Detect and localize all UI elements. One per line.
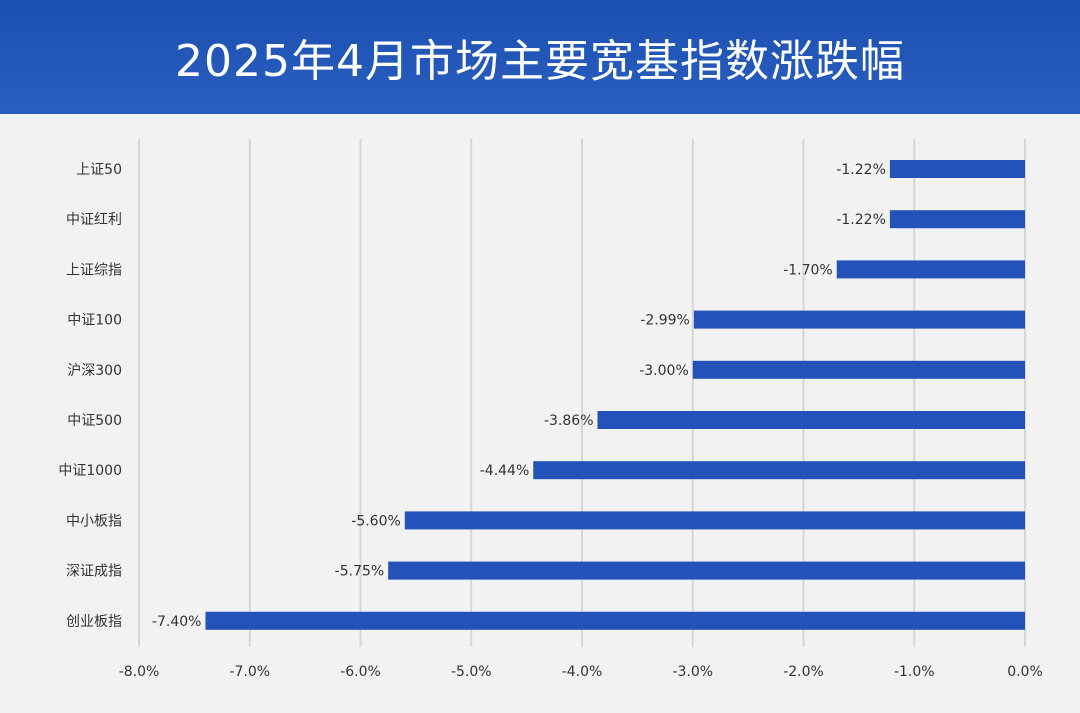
- value-label: -3.86%: [544, 413, 594, 429]
- category-label: 中证100: [67, 313, 122, 329]
- category-label: 中小板指: [66, 513, 122, 529]
- bar: [836, 260, 1025, 279]
- bars: [205, 160, 1025, 630]
- grid-lines: [138, 139, 1026, 647]
- x-tick-label: -5.0%: [451, 664, 492, 680]
- bar: [205, 611, 1025, 630]
- category-label: 创业板指: [66, 614, 122, 630]
- value-label: -5.75%: [335, 564, 385, 580]
- value-label: -1.22%: [836, 162, 886, 178]
- value-label: -7.40%: [152, 614, 202, 630]
- bar: [388, 561, 1025, 580]
- value-label: -1.70%: [783, 262, 833, 278]
- category-label: 深证成指: [66, 564, 122, 580]
- value-labels: -1.22% -1.22% -1.70% -2.99% -3.00% -3.86% -4.4…: [152, 162, 886, 630]
- x-tick-label: -2.0%: [783, 664, 824, 680]
- category-label: 上证综指: [66, 262, 122, 278]
- x-tick-label: -1.0%: [894, 664, 935, 680]
- bar: [597, 411, 1025, 429]
- category-label: 沪深300: [67, 363, 122, 379]
- bar: [404, 511, 1025, 530]
- x-tick-label: -3.0%: [672, 664, 713, 680]
- category-label: 中证红利: [66, 212, 122, 228]
- value-label: -3.00%: [639, 363, 689, 379]
- bar: [889, 160, 1025, 178]
- x-tick-label: -4.0%: [562, 664, 603, 680]
- value-label: -1.22%: [836, 212, 886, 228]
- category-label: 中证1000: [58, 463, 122, 479]
- chart-title: 2025年4月市场主要宽基指数涨跌幅: [175, 36, 905, 87]
- category-label: 中证500: [67, 413, 122, 429]
- bar: [889, 210, 1025, 229]
- x-tick-label: -6.0%: [340, 664, 381, 680]
- value-label: -4.44%: [480, 463, 530, 479]
- x-axis-tick-labels: -8.0% -7.0% -6.0% -5.0% -4.0% -3.0% -2.0% -1.0%…: [119, 664, 1043, 680]
- x-tick-label: -8.0%: [119, 664, 160, 680]
- bar: [533, 461, 1025, 480]
- value-label: -2.99%: [640, 313, 690, 329]
- x-tick-label: 0.0%: [1007, 664, 1043, 680]
- x-tick-label: -7.0%: [229, 664, 270, 680]
- value-label: -5.60%: [351, 513, 401, 529]
- bar: [692, 360, 1025, 379]
- bar: [693, 310, 1025, 329]
- category-label: 上证50: [76, 162, 122, 178]
- chart-header: 2025年4月市场主要宽基指数涨跌幅: [0, 0, 1080, 114]
